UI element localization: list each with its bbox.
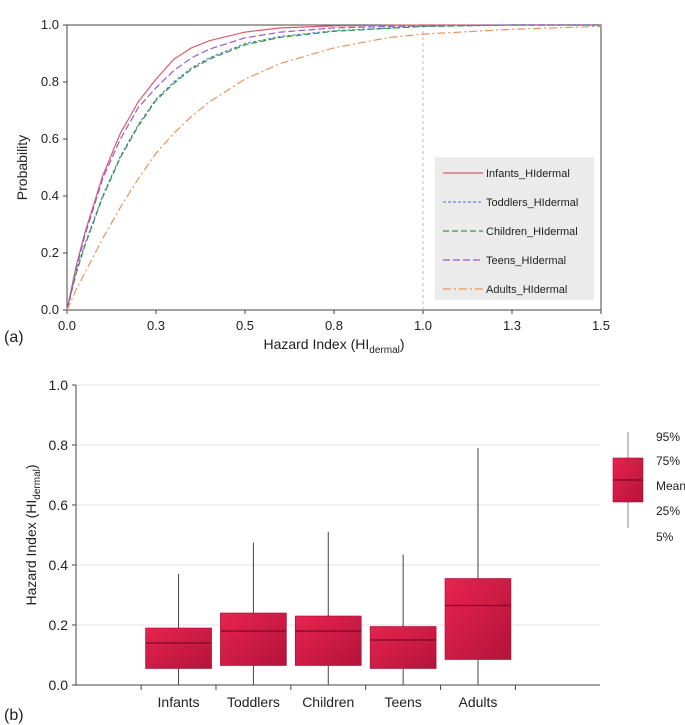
panel-a-x-axis-label-end: ): [400, 336, 405, 352]
box-iqr: [294, 615, 362, 666]
legend-label: Teens_HIdermal: [486, 255, 566, 267]
panel-a-y-ticks: 0.0 0.2 0.4 0.6 0.8 1.0: [41, 17, 67, 317]
series-line-teens: [66, 24, 601, 311]
series-line-adults: [66, 25, 602, 311]
panel-a-label: (a): [4, 329, 24, 346]
x-tick-label: 1.5: [592, 318, 610, 333]
x-tick-label: 0.3: [147, 318, 165, 333]
x-category-label: Teens: [384, 694, 421, 710]
legend-label: 75%: [656, 454, 680, 468]
box-teens: [369, 554, 437, 685]
legend-label: 25%: [656, 504, 680, 518]
x-tick-label: 1.0: [414, 318, 432, 333]
legend-label: Adults_HIdermal: [486, 284, 567, 296]
panel-a-series-lines: [66, 24, 602, 311]
y-tick-label: 0.6: [41, 131, 59, 146]
box-adults: [444, 448, 512, 685]
panel-b-label: (b): [4, 707, 24, 724]
x-tick-label: 0.0: [58, 318, 76, 333]
x-tick-label: 0.5: [236, 318, 254, 333]
panel-a-x-ticks: 0.0 0.3 0.5 0.8 1.0 1.3 1.5: [58, 310, 610, 333]
y-tick-label: 0.4: [41, 188, 59, 203]
x-category-label: Children: [302, 694, 354, 710]
panel-a-x-axis-label: Hazard Index (HIdermal): [263, 336, 404, 356]
y-tick-label: 0.6: [49, 497, 69, 513]
panel-b-gridlines: [76, 384, 600, 626]
y-tick-label: 0.8: [41, 74, 59, 89]
panel-a-legend: Infants_HIdermal Toddlers_HIdermal Childre…: [435, 157, 594, 300]
box-children: [294, 532, 362, 685]
panel-b-y-axis-label-main: Hazard Index (HI: [23, 500, 39, 606]
x-tick-label: 0.8: [325, 318, 343, 333]
legend-label: Children_HIdermal: [486, 226, 578, 238]
panel-a-x-axis-label-subscript: dermal: [369, 345, 400, 356]
y-tick-label: 0.4: [49, 557, 69, 573]
series-line-children: [66, 24, 601, 311]
legend-label: Infants_HIdermal: [486, 168, 570, 180]
box-infants: [145, 574, 212, 685]
panel-b-y-ticks: 0.0 0.2 0.4 0.6 0.8 1.0: [49, 377, 76, 693]
x-category-label: Toddlers: [227, 694, 280, 710]
panel-b-box-legend: 95% 75% Mean 25% 5%: [612, 430, 685, 544]
panel-a-legend-background: [435, 157, 594, 300]
y-tick-label: 0.0: [41, 302, 59, 317]
panel-b-boxes: [145, 448, 512, 685]
y-tick-label: 0.0: [49, 677, 69, 693]
x-tick-label: 1.3: [503, 318, 521, 333]
panel-a-cdf-chart: 0.0 0.3 0.5 0.8 1.0 1.3 1.5 0.0 0.2 0.4 0.6 0.8 1.0…: [4, 17, 610, 356]
panel-b-y-axis-label: Hazard Index (HIdermal): [23, 464, 43, 605]
y-tick-label: 1.0: [49, 377, 69, 393]
panel-b-y-axis-label-subscript: dermal: [32, 469, 43, 500]
box-iqr: [145, 627, 212, 669]
box-iqr: [220, 612, 287, 666]
legend-label: Mean: [656, 479, 685, 493]
legend-label: 95%: [656, 430, 680, 444]
legend-label: 5%: [656, 530, 674, 544]
panel-b-box-chart: 0.0 0.2 0.4 0.6 0.8 1.0 Infants Toddlers Childr…: [4, 377, 685, 724]
panel-b-axes: [75, 385, 600, 686]
legend-label: Toddlers_HIdermal: [486, 197, 578, 209]
panel-a-x-axis-label-main: Hazard Index (HI: [263, 336, 369, 352]
panel-b-x-ticks: Infants Toddlers Children Teens Adults: [140, 685, 516, 710]
y-tick-label: 0.2: [49, 617, 69, 633]
panel-a-y-axis-label: Probability: [14, 135, 30, 200]
series-line-infants: [66, 24, 601, 311]
y-tick-label: 0.8: [49, 437, 69, 453]
box-toddlers: [220, 542, 287, 685]
panel-b-y-axis-label-end: ): [23, 464, 39, 469]
box-iqr: [369, 626, 437, 669]
x-category-label: Infants: [158, 694, 200, 710]
x-category-label: Adults: [459, 694, 498, 710]
box-iqr: [444, 578, 512, 660]
y-tick-label: 0.2: [41, 245, 59, 260]
y-tick-label: 1.0: [41, 17, 59, 32]
